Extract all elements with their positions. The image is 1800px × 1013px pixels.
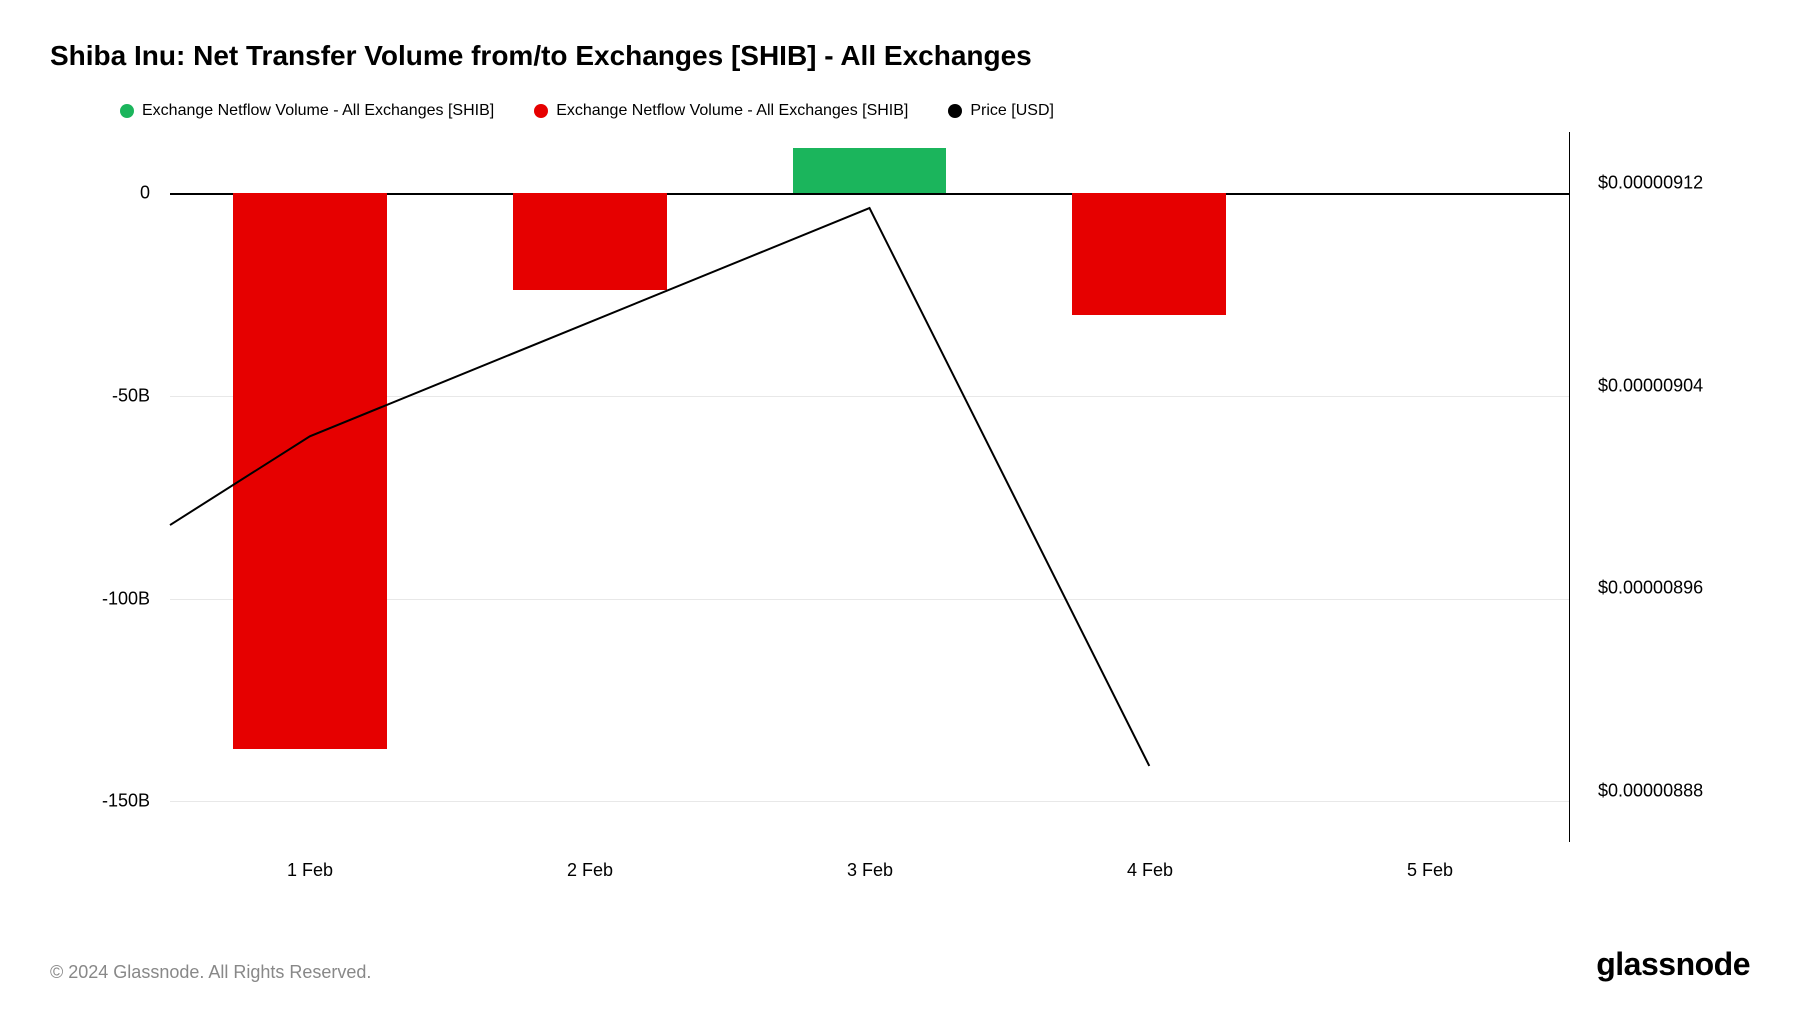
legend-item: Price [USD] bbox=[948, 102, 1054, 120]
legend-item: Exchange Netflow Volume - All Exchanges … bbox=[534, 102, 908, 120]
footer: © 2024 Glassnode. All Rights Reserved. g… bbox=[50, 946, 1750, 983]
x-tick-label: 2 Feb bbox=[567, 860, 613, 881]
legend-label: Exchange Netflow Volume - All Exchanges … bbox=[556, 102, 908, 120]
legend: Exchange Netflow Volume - All Exchanges … bbox=[120, 102, 1750, 120]
plot-area bbox=[170, 132, 1570, 842]
y-left-tick-label: -150B bbox=[102, 791, 150, 812]
y-right-tick-label: $0.00000904 bbox=[1598, 375, 1703, 396]
price-line-svg bbox=[170, 132, 1569, 842]
y-left-tick-label: -50B bbox=[112, 385, 150, 406]
legend-label: Exchange Netflow Volume - All Exchanges … bbox=[142, 102, 494, 120]
legend-dot-icon bbox=[948, 104, 962, 118]
y-right-tick-label: $0.00000888 bbox=[1598, 781, 1703, 802]
y-axis-right: $0.00000912 $0.00000904 $0.00000896 $0.0000… bbox=[1580, 132, 1750, 842]
x-tick-label: 4 Feb bbox=[1127, 860, 1173, 881]
legend-label: Price [USD] bbox=[970, 102, 1054, 120]
x-tick-label: 3 Feb bbox=[847, 860, 893, 881]
brand-logo: glassnode bbox=[1596, 946, 1750, 983]
x-tick-label: 5 Feb bbox=[1407, 860, 1453, 881]
x-axis: 1 Feb 2 Feb 3 Feb 4 Feb 5 Feb bbox=[170, 852, 1570, 892]
y-left-tick-label: -100B bbox=[102, 588, 150, 609]
y-axis-left: 0 -50B -100B -150B bbox=[50, 132, 160, 842]
x-tick-label: 1 Feb bbox=[287, 860, 333, 881]
copyright-text: © 2024 Glassnode. All Rights Reserved. bbox=[50, 962, 371, 983]
y-right-tick-label: $0.00000912 bbox=[1598, 172, 1703, 193]
chart-area: 0-50B-100B-150B $0.00000912$0.00000904$0… bbox=[50, 132, 1750, 892]
legend-dot-icon bbox=[534, 104, 548, 118]
legend-dot-icon bbox=[120, 104, 134, 118]
price-line bbox=[170, 208, 1149, 766]
chart-container: Shiba Inu: Net Transfer Volume from/to E… bbox=[0, 0, 1800, 1013]
legend-item: Exchange Netflow Volume - All Exchanges … bbox=[120, 102, 494, 120]
chart-title: Shiba Inu: Net Transfer Volume from/to E… bbox=[50, 40, 1750, 72]
y-right-tick-label: $0.00000896 bbox=[1598, 578, 1703, 599]
y-left-tick-label: 0 bbox=[140, 182, 150, 203]
